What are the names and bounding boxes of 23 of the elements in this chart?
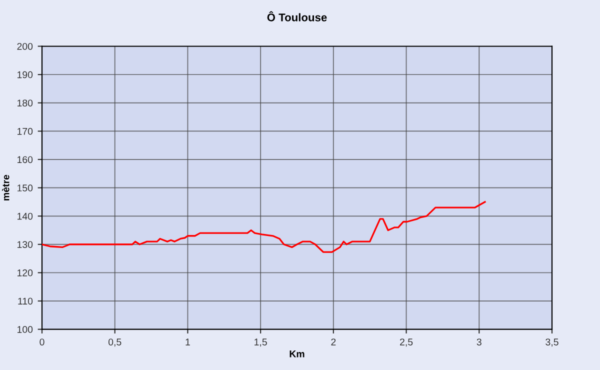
y-tick-label: 150 — [17, 184, 33, 192]
y-axis-title: mètre — [2, 174, 10, 200]
y-tick-label: 140 — [17, 212, 33, 220]
x-tick-label: 2,5 — [400, 338, 413, 347]
y-tick-label: 160 — [17, 156, 33, 164]
x-tick-label: 0,5 — [108, 338, 122, 347]
x-tick-label: 3 — [476, 338, 482, 346]
x-tick-label: 1,5 — [254, 338, 267, 347]
y-tick-label: 180 — [17, 100, 33, 106]
y-tick-label: 190 — [17, 71, 33, 78]
y-tick-label: 200 — [17, 42, 33, 50]
chart-title: Ô Toulouse — [267, 11, 327, 22]
x-tick-label: 0 — [40, 338, 44, 346]
y-tick-label: 170 — [17, 128, 33, 135]
x-tick-label: 1 — [186, 338, 190, 346]
line-series — [42, 201, 486, 253]
x-tick-label: 3,5 — [546, 338, 558, 347]
y-tick-label: 130 — [17, 241, 33, 248]
y-tick-label: 120 — [17, 269, 33, 276]
y-tick-label: 110 — [18, 298, 33, 305]
x-tick-label: 2 — [331, 338, 336, 346]
x-axis-title: Km — [290, 350, 304, 358]
y-tick-label: 100 — [17, 326, 33, 333]
